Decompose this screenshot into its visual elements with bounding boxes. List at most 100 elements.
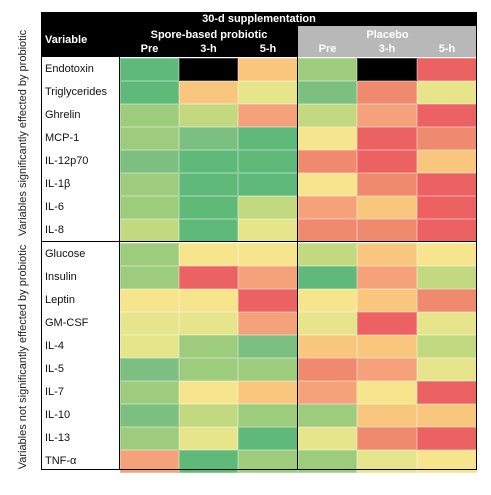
heatmap-cell (120, 104, 179, 127)
heatmap-cell (417, 289, 477, 312)
heatmap-cell (298, 150, 357, 173)
heatmap-cell (357, 289, 417, 312)
heatmap-cell (357, 266, 417, 289)
heatmap-cell (120, 335, 179, 358)
row-label: TNF-α (45, 455, 77, 467)
heatmap-cell (298, 81, 357, 104)
heatmap-cell (238, 427, 298, 450)
heatmap-cell (298, 173, 357, 196)
heatmap-cell (357, 173, 417, 196)
heatmap-cell (238, 450, 298, 473)
heatmap-cell (238, 219, 298, 242)
variable-header: Variable (45, 34, 88, 46)
heatmap-cell (120, 81, 179, 104)
heatmap-cell (417, 58, 477, 81)
heatmap-cell (357, 104, 417, 127)
heatmap-cell (179, 127, 238, 150)
heatmap-cell (357, 81, 417, 104)
heatmap-cell (298, 58, 357, 81)
heatmap-cell (357, 219, 417, 242)
heatmap-cell (238, 335, 298, 358)
heatmap-cell (179, 427, 238, 450)
heatmap-cell (179, 289, 238, 312)
heatmap-cell (179, 358, 238, 381)
heatmap-cell (179, 450, 238, 473)
heatmap-cell (238, 243, 298, 266)
heatmap-cell (357, 150, 417, 173)
heatmap-cell (179, 81, 238, 104)
heatmap-cell (179, 196, 238, 219)
heatmap-cell (238, 381, 298, 404)
heatmap-table: 30-d supplementation Variable Spore-base… (41, 12, 477, 473)
heatmap-cell (120, 196, 179, 219)
timepoint-label: Pre (318, 43, 337, 55)
row-label: IL-13 (45, 432, 71, 444)
heatmap-cell (120, 404, 179, 427)
heatmap-cell (298, 219, 357, 242)
heatmap-cell (298, 312, 357, 335)
heatmap-cell (298, 127, 357, 150)
heatmap-cell (357, 358, 417, 381)
row-label: Endotoxin (45, 63, 94, 75)
timepoint-label: Pre (140, 43, 159, 55)
heatmap-cell (298, 289, 357, 312)
section-divider (41, 241, 477, 242)
heatmap-cell (417, 312, 477, 335)
header-probiotic-band (41, 26, 298, 57)
table-title: 30-d supplementation (41, 12, 477, 26)
heatmap-cell (298, 104, 357, 127)
row-label: IL-5 (45, 363, 64, 375)
row-label: Leptin (45, 294, 75, 306)
heatmap-cell (357, 404, 417, 427)
row-label: IL-7 (45, 386, 64, 398)
row-label: Ghrelin (45, 109, 81, 121)
heatmap-cell (238, 81, 298, 104)
heatmap-cell (417, 81, 477, 104)
heatmap-cell (417, 427, 477, 450)
heatmap-cell (179, 312, 238, 335)
heatmap-cell (298, 243, 357, 266)
heatmap-cell (179, 335, 238, 358)
heatmap-cell (238, 58, 298, 81)
row-label: Insulin (45, 271, 77, 283)
heatmap-cell (238, 196, 298, 219)
heatmap-cell (120, 427, 179, 450)
heatmap-cell (179, 58, 238, 81)
heatmap-cell (120, 289, 179, 312)
heatmap-cell (417, 243, 477, 266)
heatmap-cell (357, 58, 417, 81)
heatmap-cell (357, 427, 417, 450)
heatmap-cell (179, 104, 238, 127)
heatmap-cell (120, 150, 179, 173)
heatmap-cell (357, 381, 417, 404)
row-label: MCP-1 (45, 132, 80, 144)
heatmap-cell (238, 127, 298, 150)
heatmap-cell (120, 58, 179, 81)
row-label: IL-1β (45, 178, 71, 190)
heatmap-cell (179, 266, 238, 289)
heatmap-cell (417, 150, 477, 173)
row-label: IL-12p70 (45, 155, 89, 167)
row-label: IL-6 (45, 201, 64, 213)
timepoint-label: 5-h (438, 43, 456, 55)
header-placebo-band (298, 26, 477, 57)
heatmap-cell (120, 450, 179, 473)
row-label: IL-8 (45, 224, 64, 236)
heatmap-cell (417, 104, 477, 127)
timepoint-label: 3-h (200, 43, 217, 55)
heatmap-cell (357, 335, 417, 358)
group-probiotic-label: Spore-based probiotic (150, 29, 268, 41)
heatmap-cell (417, 196, 477, 219)
row-label: Triglycerides (45, 86, 107, 98)
heatmap-cell (179, 381, 238, 404)
heatmap-cell (120, 381, 179, 404)
heatmap-cell (238, 150, 298, 173)
heatmap-cell (179, 243, 238, 266)
heatmap-cell (179, 219, 238, 242)
row-label: IL-4 (45, 340, 64, 352)
heatmap-cell (298, 358, 357, 381)
heatmap-cell (417, 381, 477, 404)
row-label: GM-CSF (45, 317, 89, 329)
heatmap-cell (120, 127, 179, 150)
heatmap-cell (120, 243, 179, 266)
